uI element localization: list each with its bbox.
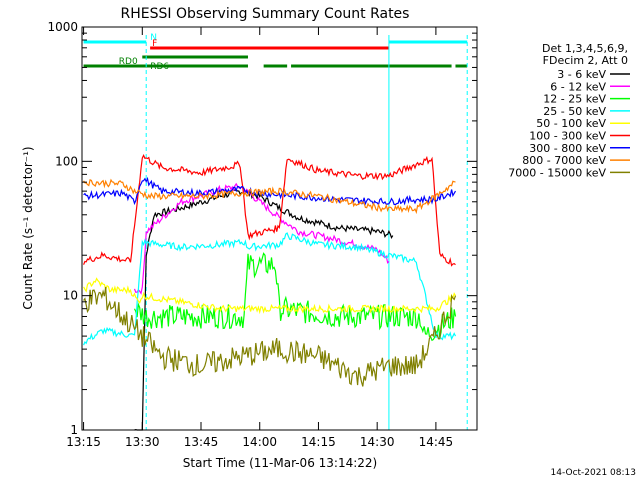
series-line-9 <box>83 286 457 387</box>
x-tick-label: 14:45 <box>419 435 454 449</box>
legend-entry-label: 50 - 100 keV <box>536 117 606 130</box>
x-tick-label: 14:30 <box>360 435 395 449</box>
x-tick-label: 14:00 <box>242 435 277 449</box>
series-line-5 <box>83 277 457 315</box>
flag-label-n: N <box>150 33 157 43</box>
x-axis-label: Start Time (11-Mar-06 13:14:22) <box>183 456 377 470</box>
legend-entry-label: 25 - 50 keV <box>543 105 606 118</box>
flag-label-rd6: RD6 <box>150 62 169 72</box>
series-line-6 <box>83 153 456 267</box>
flag-label-f: F <box>152 39 157 49</box>
series-line-2 <box>133 182 390 295</box>
legend-entry-label: 300 - 800 keV <box>529 142 606 155</box>
flag-label-rd0: RD0 <box>119 57 138 67</box>
legend-entry-label: 7000 - 15000 keV <box>508 166 606 179</box>
x-tick-label: 13:30 <box>125 435 160 449</box>
series-area <box>83 153 457 431</box>
legend: Det 1,3,4,5,6,9,FDecim 2, Att 03 - 6 keV… <box>508 42 630 179</box>
chart-title: RHESSI Observing Summary Count Rates <box>121 6 410 22</box>
y-tick-label: 100 <box>55 154 78 168</box>
y-tick-label: 10 <box>63 289 78 303</box>
series-line-7 <box>83 176 457 206</box>
y-tick-label: 1000 <box>47 20 78 34</box>
x-tick-label: 13:15 <box>66 435 101 449</box>
timestamp: 14-Oct-2021 08:13 <box>551 468 636 478</box>
legend-header-line: FDecim 2, Att 0 <box>543 54 628 67</box>
y-tick-label: 1 <box>70 423 78 437</box>
legend-entry-label: 3 - 6 keV <box>557 68 606 81</box>
x-tick-label: 13:45 <box>184 435 219 449</box>
y-axis-label: Count Rate (s⁻¹ detector⁻¹) <box>21 146 35 309</box>
series-line-8 <box>83 178 456 215</box>
x-tick-label: 14:15 <box>301 435 336 449</box>
legend-header-line: Det 1,3,4,5,6,9, <box>542 42 628 55</box>
plot-frame <box>81 26 478 431</box>
axis-ticks: 13:15 13:30 13:45 14:00 14:15 14:30 14:45 1 10 10… <box>47 20 477 449</box>
legend-entry-label: 6 - 12 keV <box>550 80 606 93</box>
legend-entry-label: 100 - 300 keV <box>529 130 606 143</box>
legend-entry-label: 800 - 7000 keV <box>522 154 606 167</box>
legend-entry-label: 12 - 25 keV <box>543 93 606 106</box>
series-line-4 <box>83 232 457 346</box>
series-line-3 <box>133 252 457 342</box>
